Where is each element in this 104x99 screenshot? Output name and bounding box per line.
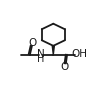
Text: H: H (37, 54, 45, 64)
Text: O: O (28, 38, 36, 48)
Text: OH: OH (71, 49, 87, 59)
Text: N: N (37, 49, 45, 59)
Polygon shape (52, 46, 54, 55)
Text: O: O (60, 62, 69, 72)
